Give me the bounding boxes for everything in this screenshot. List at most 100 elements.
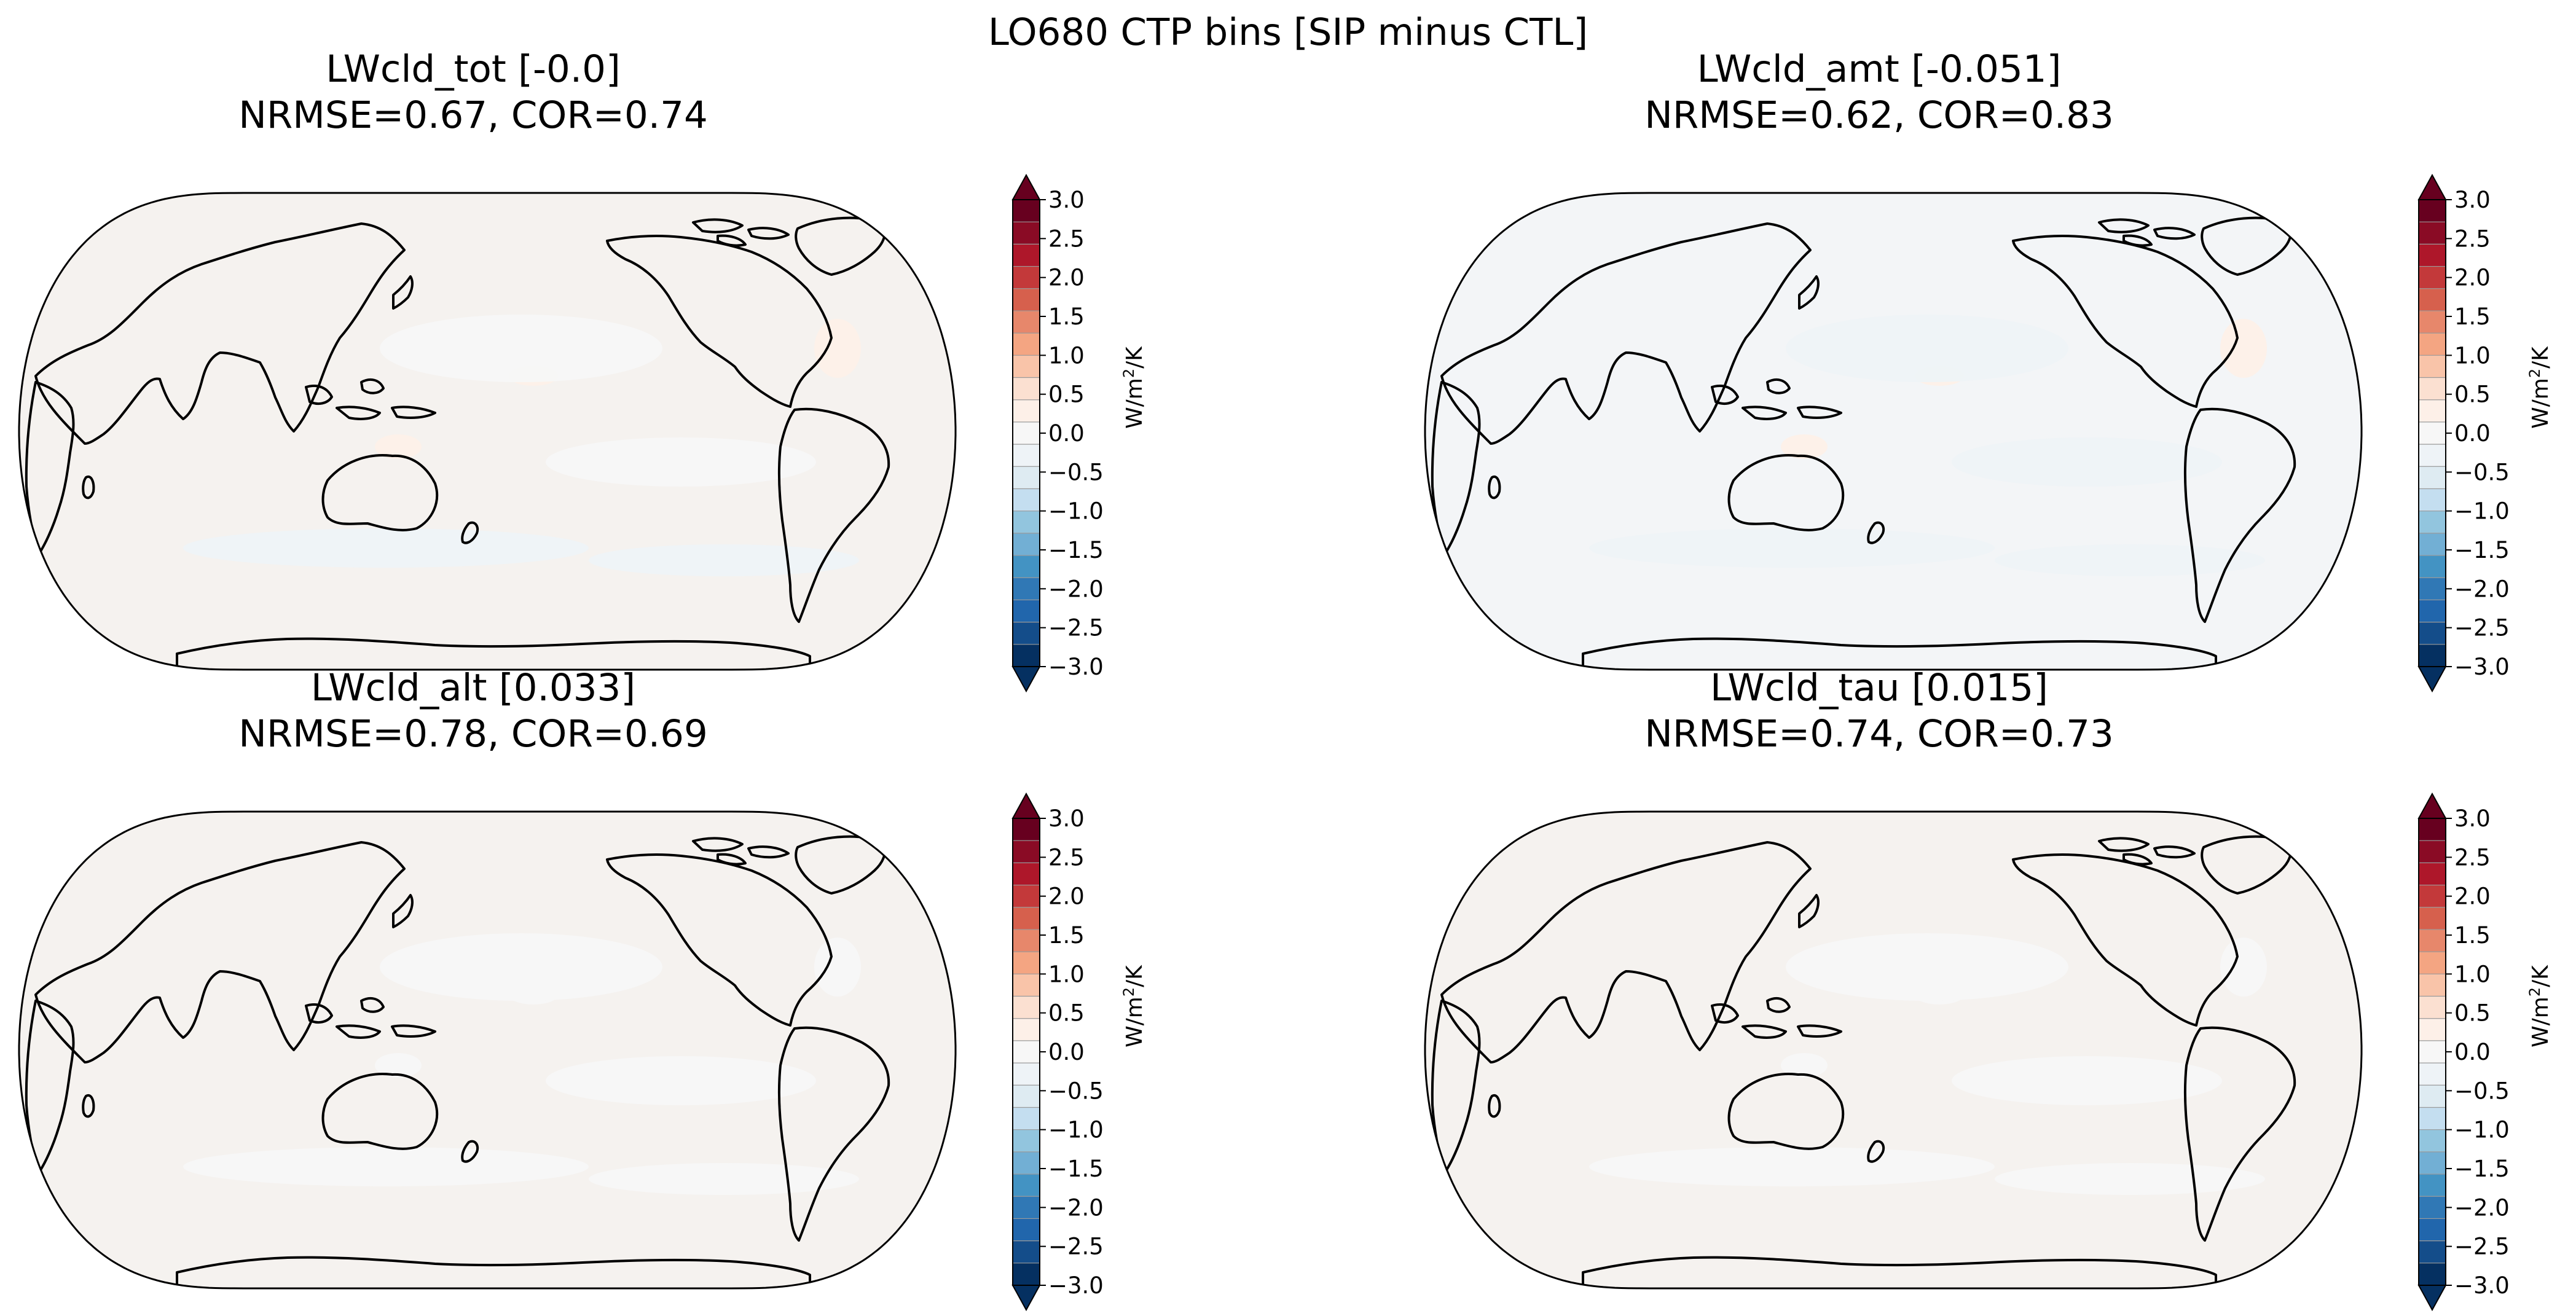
coastline-asia-europe [34, 841, 406, 1063]
colorbar-bin [1013, 466, 1040, 489]
colorbar-bin [1013, 511, 1040, 534]
coastline-south-america [777, 1026, 890, 1242]
colorbar-bin [1013, 1063, 1040, 1086]
colorbar-tick-label: 3.0 [1048, 805, 1085, 832]
colorbar-label: W/m2/K [2526, 965, 2553, 1048]
colorbar-tick-label: −3.0 [2454, 654, 2510, 680]
anomaly-region [1786, 933, 2068, 1001]
colorbar-bin [2419, 355, 2446, 378]
colorbar-bin [2419, 1174, 2446, 1197]
colorbar-tick-label: 1.0 [1048, 342, 1085, 369]
coastline-new-zealand [1867, 521, 1885, 544]
colorbar-bin [2419, 1263, 2446, 1286]
coastline-arctic-islands [2098, 218, 2196, 247]
colorbar-tick-label: 1.0 [2454, 342, 2491, 369]
anomaly-region [380, 315, 662, 382]
colorbar-tick-label: 2.5 [1048, 844, 1085, 871]
colorbar-bin [2419, 511, 2446, 534]
anomaly-region [375, 1053, 422, 1078]
colorbar-bin [2419, 974, 2446, 997]
colorbar-tick-label: −2.5 [1048, 1234, 1104, 1260]
colorbar-bin [2419, 244, 2446, 267]
colorbar-tick-label: 0.0 [2454, 1039, 2491, 1065]
colorbar-bin [1013, 1040, 1040, 1063]
colorbar-bin [1013, 288, 1040, 311]
colorbar-bin [1013, 488, 1040, 512]
colorbar-bin [1013, 1085, 1040, 1108]
colorbar-tick-label: 1.0 [1048, 961, 1085, 987]
colorbar-tick-label: 0.5 [2454, 382, 2491, 408]
colorbar-bin [1013, 578, 1040, 600]
anomaly-region [183, 528, 589, 568]
colorbar-bin [2419, 377, 2446, 401]
colorbar-bin [2419, 399, 2446, 423]
field-background [1425, 193, 2362, 670]
colorbar: 3.0 2.5 2.0 1.5 1.0 0.5 0.0 −0.5 −1.0 −1.5 −2.0 −2.… [2417, 792, 2510, 1312]
colorbar-extend-max [1011, 173, 1041, 200]
anomaly-region [1589, 528, 1995, 568]
colorbar-bin [2419, 1218, 2446, 1242]
colorbar-bin [1013, 996, 1040, 1019]
coastline-new-zealand [461, 521, 479, 544]
panel-title-line2: NRMSE=0.78, COR=0.69 [238, 712, 708, 756]
colorbar-tick-label: −1.5 [1048, 1156, 1104, 1182]
colorbar-tick-label: −3.0 [1048, 1272, 1104, 1299]
coastline-south-america [2183, 407, 2296, 623]
coastline-arctic-islands [692, 837, 790, 866]
colorbar-bin [2419, 333, 2446, 356]
colorbar-tick-label: −2.5 [1048, 615, 1104, 641]
field-background [19, 812, 956, 1288]
coastline-madagascar [1488, 475, 1501, 499]
coastline-south-america [777, 407, 890, 623]
map-border [18, 192, 957, 671]
colorbar-tick-label: −0.5 [2454, 1078, 2510, 1104]
coastline-arctic-islands [692, 218, 790, 247]
coastline-arctic-islands [2098, 837, 2196, 866]
colorbar-tick-label: −1.0 [1048, 1117, 1104, 1143]
colorbar-tick-label: −3.0 [2454, 1272, 2510, 1299]
panel-title: LWcld_amt [-0.051] NRMSE=0.62, COR=0.83 [1406, 46, 2352, 138]
colorbar-extend-min [2417, 1285, 2447, 1312]
anomaly-region [1952, 1056, 2222, 1105]
map [18, 810, 957, 1290]
colorbar-bin [2419, 863, 2446, 886]
colorbar-tick-label: 3.0 [1048, 187, 1085, 213]
colorbar-bin [2419, 929, 2446, 952]
map [1424, 192, 2363, 671]
panel-title-line1: LWcld_alt [0.033] [310, 666, 636, 710]
colorbar-bin [1013, 533, 1040, 556]
colorbar-bin [1013, 1263, 1040, 1286]
colorbar-bin [2419, 421, 2446, 445]
colorbar-extend-min [1011, 1285, 1041, 1312]
anomaly-region [1589, 1147, 1995, 1186]
colorbar-bin [1013, 399, 1040, 423]
coastline-new-zealand [1867, 1140, 1885, 1163]
colorbar-tick-label: 1.5 [2454, 922, 2491, 949]
coastline-australia [321, 454, 439, 531]
panel-title-line1: LWcld_tot [-0.0] [326, 47, 621, 91]
coastline-japan [1798, 894, 1820, 928]
panel-title-line2: NRMSE=0.62, COR=0.83 [1644, 93, 2114, 137]
coastline-australia [1727, 1073, 1845, 1150]
colorbar: 3.0 2.5 2.0 1.5 1.0 0.5 0.0 −0.5 −1.0 −1.5 −2.0 −2.… [1011, 792, 1104, 1312]
colorbar-tick-label: −1.5 [2454, 1156, 2510, 1182]
coastline-australia [1727, 454, 1845, 531]
panel-title-line1: LWcld_tau [0.015] [1710, 666, 2048, 710]
coastline-greenland [795, 216, 886, 276]
coastline-australia [321, 1073, 439, 1150]
colorbar-bin [1013, 644, 1040, 667]
colorbar-tick-label: 2.0 [2454, 265, 2491, 291]
panel-title: LWcld_alt [0.033] NRMSE=0.78, COR=0.69 [0, 665, 946, 757]
panel-lwcld-tot: LWcld_tot [-0.0] NRMSE=0.67, COR=0.74 3.… [0, 46, 1288, 693]
colorbar-bin [2419, 885, 2446, 908]
colorbar-tick-label: 2.0 [1048, 265, 1085, 291]
colorbar-tick-label: 0.0 [1048, 1039, 1085, 1065]
anomaly-region [1781, 1053, 1828, 1078]
colorbar-extend-max [2417, 792, 2447, 819]
field-background [1425, 812, 2362, 1288]
colorbar-bin [2419, 1063, 2446, 1086]
coastline-south-america [2183, 1026, 2296, 1242]
coastline-africa [25, 1000, 75, 1174]
colorbar-bin [2419, 444, 2446, 467]
anomaly-region [375, 434, 422, 459]
